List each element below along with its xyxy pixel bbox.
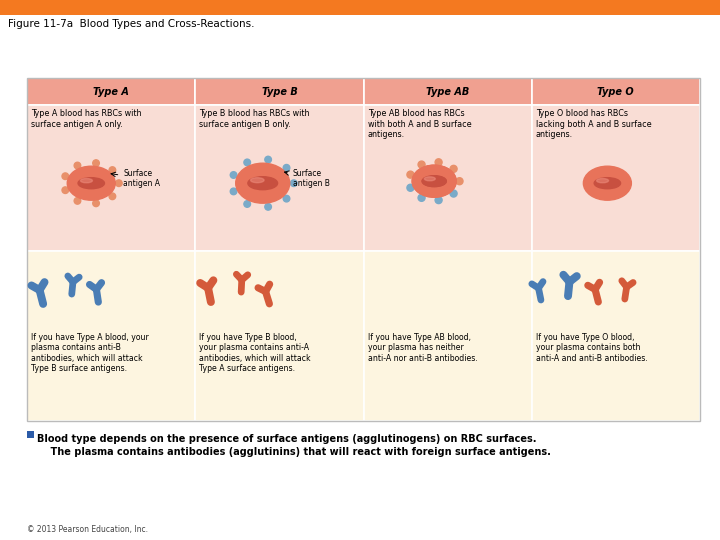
Text: Type AB blood has RBCs
with both A and B surface
antigens.: Type AB blood has RBCs with both A and B…	[368, 109, 471, 139]
Text: Type O blood has RBCs
lacking both A and B surface
antigens.: Type O blood has RBCs lacking both A and…	[536, 109, 652, 139]
Ellipse shape	[251, 178, 264, 183]
Circle shape	[230, 188, 237, 195]
Circle shape	[450, 190, 457, 197]
Text: Blood type depends on the presence of surface antigens (agglutinogens) on RBC su: Blood type depends on the presence of su…	[37, 434, 537, 444]
Circle shape	[265, 204, 271, 210]
Ellipse shape	[422, 176, 446, 187]
Ellipse shape	[413, 165, 456, 197]
Circle shape	[283, 195, 290, 202]
Bar	[531, 105, 700, 251]
Bar	[364, 105, 531, 251]
Text: Figure 11-7a  Blood Types and Cross-Reactions.: Figure 11-7a Blood Types and Cross-React…	[8, 19, 254, 29]
Circle shape	[450, 165, 457, 172]
Circle shape	[418, 194, 425, 201]
Circle shape	[265, 156, 271, 163]
Text: If you have Type O blood,
your plasma contains both
anti-A and anti-B antibodies: If you have Type O blood, your plasma co…	[536, 333, 647, 362]
Text: If you have Type B blood,
your plasma contains anti-A
antibodies, which will att: If you have Type B blood, your plasma co…	[199, 333, 311, 373]
Text: Type O: Type O	[598, 87, 634, 97]
Ellipse shape	[235, 163, 289, 203]
Text: Type A blood has RBCs with
surface antigen A only.: Type A blood has RBCs with surface antig…	[32, 109, 142, 129]
Ellipse shape	[594, 178, 621, 188]
Text: Type B blood has RBCs with
surface antigen B only.: Type B blood has RBCs with surface antig…	[199, 109, 310, 129]
Text: Surface
antigen B: Surface antigen B	[284, 168, 330, 188]
Circle shape	[93, 200, 99, 207]
Circle shape	[435, 197, 442, 204]
Circle shape	[407, 184, 414, 191]
Bar	[196, 251, 364, 421]
Bar	[27, 105, 196, 251]
Circle shape	[244, 201, 251, 207]
Circle shape	[230, 172, 237, 178]
Ellipse shape	[78, 178, 104, 188]
Circle shape	[456, 178, 463, 185]
Text: Type A: Type A	[94, 87, 130, 97]
Circle shape	[407, 171, 414, 178]
Ellipse shape	[248, 177, 278, 190]
Circle shape	[418, 161, 425, 168]
Ellipse shape	[67, 166, 115, 200]
Circle shape	[74, 198, 81, 204]
Circle shape	[62, 173, 68, 179]
Circle shape	[115, 180, 122, 186]
Circle shape	[244, 159, 251, 166]
Circle shape	[109, 167, 116, 173]
Circle shape	[62, 187, 68, 193]
Circle shape	[109, 193, 116, 200]
Ellipse shape	[413, 165, 456, 197]
Circle shape	[93, 160, 99, 166]
Ellipse shape	[597, 179, 608, 183]
Bar	[27, 431, 35, 438]
Ellipse shape	[81, 179, 92, 183]
Text: Type AB: Type AB	[426, 87, 469, 97]
Bar	[531, 251, 700, 421]
Circle shape	[435, 159, 442, 166]
Circle shape	[283, 165, 290, 171]
Bar	[27, 78, 700, 421]
Text: Type B: Type B	[261, 87, 297, 97]
Bar	[27, 78, 196, 105]
Text: © 2013 Pearson Education, Inc.: © 2013 Pearson Education, Inc.	[27, 525, 148, 534]
Bar	[531, 78, 700, 105]
Ellipse shape	[424, 177, 436, 181]
Text: Surface
antigen A: Surface antigen A	[111, 168, 161, 188]
Text: The plasma contains antibodies (agglutinins) that will react with foreign surfac: The plasma contains antibodies (agglutin…	[37, 447, 552, 457]
Ellipse shape	[422, 176, 446, 186]
Circle shape	[74, 162, 81, 169]
Bar	[364, 251, 531, 421]
Text: If you have Type AB blood,
your plasma has neither
anti-A nor anti-B antibodies.: If you have Type AB blood, your plasma h…	[368, 333, 477, 362]
Bar	[196, 105, 364, 251]
Circle shape	[290, 180, 297, 186]
Text: If you have Type A blood, your
plasma contains anti-B
antibodies, which will att: If you have Type A blood, your plasma co…	[32, 333, 149, 373]
Ellipse shape	[583, 166, 631, 200]
Bar	[0, 0, 720, 15]
Bar	[27, 251, 196, 421]
Bar	[196, 78, 364, 105]
Bar	[364, 78, 531, 105]
